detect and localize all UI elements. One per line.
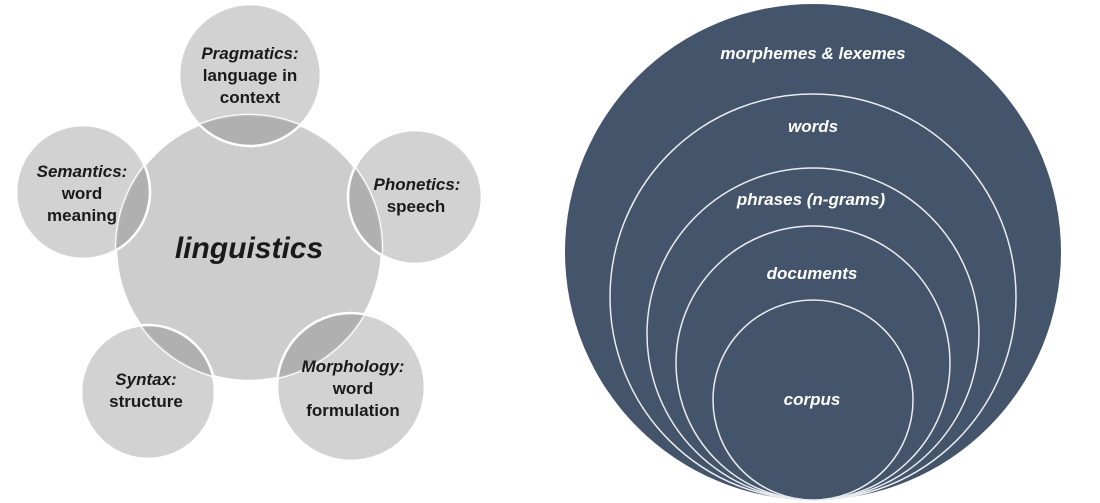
semantics-line-2: meaning [47, 206, 117, 225]
text-levels-diagram: morphemes & lexemes words phrases (n-gra… [565, 4, 1061, 501]
level-label-documents: documents [767, 264, 858, 283]
semantics-line-1: word [61, 184, 103, 203]
pragmatics-line-1: language in [203, 66, 297, 85]
level-circle-corpus [712, 299, 914, 501]
phonetics-line-1: speech [387, 197, 446, 216]
syntax-line-1: structure [109, 392, 183, 411]
syntax-title: Syntax: [115, 370, 176, 389]
level-label-corpus: corpus [784, 390, 841, 409]
morphology-title: Morphology: [302, 357, 405, 376]
level-label-words: words [788, 117, 838, 136]
pragmatics-title: Pragmatics: [201, 44, 298, 63]
morphology-overlap [277, 313, 382, 381]
morphology-outline [275, 311, 427, 463]
pragmatics-line-2: context [220, 88, 281, 107]
pragmatics-outline [177, 2, 323, 148]
morphology-line-2: formulation [306, 401, 400, 420]
syntax-outline [79, 323, 217, 461]
syntax-overlap [116, 325, 215, 381]
linguistics-diagram: linguistics Pragmatics: language in cont… [14, 2, 484, 463]
semantics-title: Semantics: [37, 162, 128, 181]
petal-outlines [14, 2, 484, 463]
semantics-outline [14, 123, 152, 261]
phonetics-outline [346, 128, 484, 266]
level-label-phrases: phrases (n-grams) [736, 190, 886, 209]
morphology-line-1: word [332, 379, 374, 398]
level-label-morphemes: morphemes & lexemes [720, 44, 905, 63]
linguistics-label: linguistics [175, 232, 323, 265]
phonetics-title: Phonetics: [374, 175, 461, 194]
